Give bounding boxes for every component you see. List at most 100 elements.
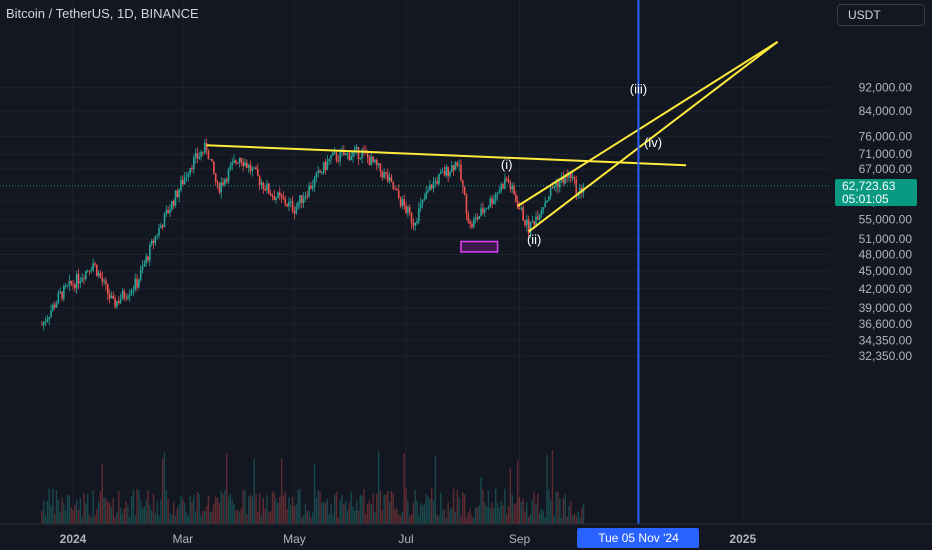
volume-bar [165,490,168,524]
volume-bar [247,496,250,524]
y-tick-label: 34,350.00 [859,333,913,347]
volume-bar [401,511,404,524]
candle-body [83,278,85,280]
volume-bar [149,504,151,524]
candle-body [97,272,100,276]
candle-body [359,157,362,160]
candle-body [203,142,206,153]
volume-bar [246,514,248,524]
volume-bar [130,496,133,524]
volume-bar [315,497,318,524]
candle-body [114,298,116,307]
volume-bar [317,490,319,524]
resistance-trendline[interactable] [206,144,687,167]
volume-bar [189,496,191,524]
candle-body [63,285,65,299]
volume-bar [343,504,345,524]
volume-bar [198,494,200,524]
volume-bar [127,506,129,524]
volume-bar [482,489,484,524]
candle-body [103,280,105,282]
volume-bar [463,494,466,524]
volume-bar [235,510,237,524]
candle-body [494,194,497,200]
candle-body [268,183,270,194]
volume-bar [443,509,446,524]
volume-bar [275,498,277,524]
price-axis[interactable] [830,0,932,550]
volume-bar [516,460,519,524]
candle-body [414,223,417,226]
volume-bar [64,510,67,524]
x-tick-label: Sep [509,532,531,546]
candle-body [174,190,177,206]
volume-bar [66,495,69,524]
candle-body [469,221,471,225]
volume-bar [129,517,131,524]
volume-bar [229,493,232,524]
volume-bar [167,499,169,524]
volume-bar [244,490,246,524]
volume-bar [216,498,219,524]
candle-body [524,220,526,226]
volume-bar [125,501,127,524]
candle-body [408,207,411,213]
candle-body [454,162,457,171]
volume-bar [493,507,495,524]
candle-body [511,185,513,190]
candle-body [77,273,80,284]
time-axis[interactable] [0,524,932,550]
candle-body [310,185,312,189]
candle-body [286,204,288,207]
volume-bar [257,511,259,524]
volume-bar [70,507,72,524]
candle-body [386,173,389,182]
volume-bar [564,494,566,524]
candle-body [390,177,393,182]
demand-zone[interactable] [460,240,499,253]
candle-body [75,273,78,289]
candle-body [555,182,557,187]
volume-bar [537,493,539,524]
candle-body [566,174,568,178]
candle-body [55,302,58,308]
candle-body [379,163,382,172]
candle-body [271,196,274,197]
volume-bar [538,513,541,524]
channel-upper-line[interactable] [517,40,779,207]
volume-bar [496,503,499,524]
candle-body [451,165,453,172]
candle-body [333,152,336,154]
candle-body [189,167,191,175]
volume-bar [222,494,224,524]
wave-label: (i) [501,157,513,172]
volume-bar [568,506,570,524]
volume-bar [396,507,398,524]
volume-bar [447,502,449,524]
currency-button[interactable]: USDT [837,4,925,26]
volume-bar [262,497,265,524]
channel-lower-line[interactable] [528,41,779,233]
candle-body [178,190,180,198]
volume-bar [160,499,162,524]
volume-bar [467,512,469,524]
candle-body [324,161,327,170]
volume-bar [152,493,155,524]
candle-body [269,193,272,197]
volume-bar [191,501,193,524]
volume-bar [233,503,235,524]
candle-body [460,164,462,181]
volume-bar [145,499,147,524]
volume-bar [515,503,517,524]
candle-body [207,150,210,160]
candle-body [127,296,129,299]
volume-bar [579,517,581,524]
volume-bar [178,504,180,524]
y-tick-label: 84,000.00 [859,104,913,118]
volume-bar [324,502,327,524]
candle-body [352,151,354,157]
volume-bar [487,490,490,524]
volume-bar [546,454,548,524]
y-tick-label: 36,600.00 [859,317,913,331]
